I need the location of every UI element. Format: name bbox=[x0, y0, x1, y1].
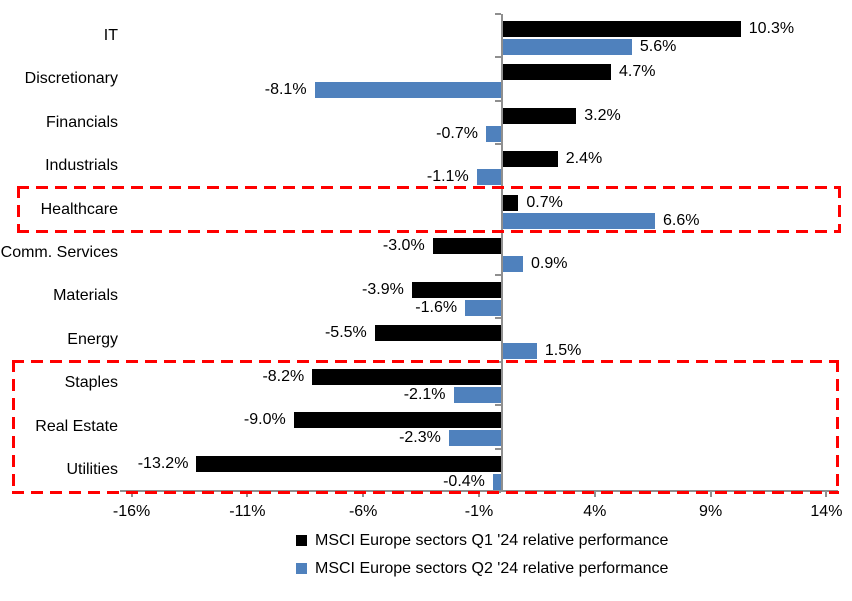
x-axis-tick bbox=[709, 492, 712, 497]
category-label: IT bbox=[103, 26, 118, 44]
value-label: -8.2% bbox=[262, 367, 305, 385]
highlight-edge-right bbox=[836, 359, 839, 494]
category-tick bbox=[495, 99, 502, 102]
category-label: Utilities bbox=[66, 461, 118, 479]
value-label: 5.6% bbox=[639, 38, 677, 55]
q2-bar bbox=[448, 430, 502, 447]
value-label: -13.2% bbox=[137, 454, 189, 472]
highlight-edge-top bbox=[17, 185, 841, 189]
q1-bar bbox=[374, 325, 502, 342]
x-tick-label: -6% bbox=[348, 503, 378, 520]
value-label: -1.1% bbox=[426, 168, 469, 186]
category-tick bbox=[495, 273, 502, 276]
value-label: -0.7% bbox=[436, 124, 478, 142]
value-label: -5.5% bbox=[324, 324, 367, 342]
value-label: 3.2% bbox=[584, 106, 621, 124]
q1-bar bbox=[293, 412, 502, 429]
legend: MSCI Europe sectors Q1 '24 relative perf… bbox=[296, 532, 668, 577]
q1-bar bbox=[503, 107, 577, 124]
q1-bar bbox=[503, 64, 611, 81]
legend-label: MSCI Europe sectors Q2 '24 relative perf… bbox=[315, 559, 669, 577]
category-tick bbox=[495, 317, 502, 320]
q1-bar bbox=[196, 455, 502, 472]
highlight-edge-left bbox=[17, 185, 20, 234]
q1-legend-swatch bbox=[296, 535, 307, 546]
category-label: Materials bbox=[53, 287, 118, 305]
legend-item: MSCI Europe sectors Q2 '24 relative perf… bbox=[296, 560, 668, 577]
value-label: 10.3% bbox=[748, 20, 795, 37]
category-label: Financials bbox=[45, 113, 118, 131]
value-label: -8.1% bbox=[264, 81, 307, 99]
q2-bar bbox=[503, 39, 632, 55]
x-tick-label: 9% bbox=[699, 503, 723, 520]
category-tick bbox=[495, 447, 502, 450]
category-label: Healthcare bbox=[40, 200, 118, 218]
x-axis-tick bbox=[593, 492, 596, 497]
q2-bar bbox=[465, 299, 502, 316]
q2-bar bbox=[492, 473, 502, 490]
q2-bar bbox=[503, 212, 656, 229]
category-tick bbox=[495, 143, 502, 146]
q1-bar bbox=[411, 281, 502, 298]
x-axis-tick bbox=[246, 492, 249, 497]
category-label: Discretionary bbox=[24, 70, 118, 88]
q2-bar bbox=[314, 82, 502, 99]
value-label: 0.9% bbox=[531, 255, 568, 273]
q1-bar bbox=[432, 238, 502, 255]
q2-bar bbox=[503, 256, 523, 273]
value-label: 6.6% bbox=[663, 211, 700, 229]
value-label: 2.4% bbox=[565, 150, 603, 168]
q1-bar bbox=[503, 21, 741, 37]
q2-bar bbox=[453, 386, 502, 403]
value-label: 0.7% bbox=[526, 193, 563, 211]
x-tick-label: 4% bbox=[583, 503, 607, 520]
highlight-edge-bottom bbox=[17, 230, 841, 234]
highlight-edge-left bbox=[12, 359, 15, 494]
value-label: -3.0% bbox=[382, 237, 425, 255]
q1-bar bbox=[503, 151, 558, 168]
category-label: Industrials bbox=[45, 157, 118, 175]
x-axis-tick bbox=[362, 492, 365, 497]
x-tick-label: -11% bbox=[229, 503, 266, 520]
highlight-edge-right bbox=[838, 185, 841, 234]
category-tick bbox=[495, 13, 502, 15]
value-label: 4.7% bbox=[619, 63, 656, 81]
highlight-box bbox=[17, 185, 841, 234]
x-tick-label: -1% bbox=[464, 503, 494, 520]
value-label: -1.6% bbox=[415, 298, 458, 316]
value-label: -0.4% bbox=[443, 472, 485, 490]
category-label: Real Estate bbox=[35, 417, 118, 435]
highlight-box bbox=[12, 359, 839, 494]
q2-legend-swatch bbox=[296, 563, 307, 574]
category-label: Staples bbox=[64, 374, 118, 392]
q2-bar bbox=[476, 169, 502, 186]
q2-bar bbox=[485, 125, 502, 142]
q1-bar bbox=[503, 194, 519, 211]
highlight-edge-bottom bbox=[12, 490, 839, 494]
category-label: Comm. Services bbox=[0, 243, 118, 261]
value-label: 1.5% bbox=[544, 342, 582, 360]
legend-item: MSCI Europe sectors Q1 '24 relative perf… bbox=[296, 532, 668, 549]
value-label: -2.3% bbox=[399, 429, 441, 447]
x-tick-label: -16% bbox=[112, 503, 151, 520]
value-label: -9.0% bbox=[243, 411, 286, 429]
q1-bar bbox=[312, 368, 502, 385]
y-axis-line bbox=[501, 14, 504, 492]
q2-bar bbox=[503, 343, 537, 360]
value-label: -2.1% bbox=[403, 385, 446, 403]
x-axis-tick bbox=[478, 492, 480, 497]
category-label: Energy bbox=[67, 330, 118, 348]
x-axis-tick bbox=[130, 492, 133, 497]
x-tick-label: 14% bbox=[810, 503, 843, 520]
highlight-edge-top bbox=[12, 359, 839, 363]
value-label: -3.9% bbox=[362, 280, 404, 298]
legend-label: MSCI Europe sectors Q1 '24 relative perf… bbox=[315, 531, 669, 549]
x-axis-tick bbox=[825, 492, 828, 497]
category-tick bbox=[495, 56, 502, 59]
category-tick bbox=[495, 404, 502, 407]
